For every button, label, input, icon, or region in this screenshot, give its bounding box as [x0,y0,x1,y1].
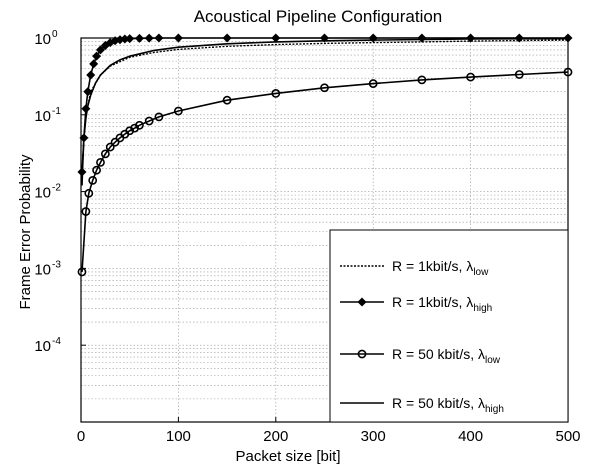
data-point [84,188,94,198]
y-tick-label: 10 [34,185,51,202]
data-point [105,142,115,152]
y-axis-label: Frame Error Probability [17,154,34,310]
y-tick-exponent: 0 [52,29,58,40]
data-point [368,79,378,88]
data-point [144,116,154,126]
y-tick-exponent: -4 [52,336,61,347]
series-layer [77,33,573,277]
data-point [154,112,164,122]
data-point [89,59,99,69]
data-point [96,157,105,167]
x-tick-label: 200 [263,428,288,445]
series-line [81,71,569,272]
x-tick-label: 400 [458,428,483,445]
data-point [135,120,144,130]
data-point [222,95,232,105]
data-point [271,88,281,98]
data-point [92,165,101,175]
series-4 [81,37,569,186]
data-point [357,349,367,359]
data-point [83,87,93,97]
legend-label: R = 50 kbit/s, λhigh [392,395,504,415]
legend-box [329,229,569,423]
data-point [81,207,91,216]
legend-entry-2: R = 1kbit/s, λhigh [340,294,492,314]
data-point [320,83,329,93]
y-tick-exponent: -1 [52,106,61,117]
legend-label: R = 50 kbit/s, λlow [392,346,501,366]
legend-entry-1: R = 1kbit/s, λlow [340,258,489,278]
y-tick-exponent: -2 [52,183,61,194]
x-tick-label: 0 [77,428,85,445]
legend-entry-4: R = 50 kbit/s, λhigh [340,395,504,415]
y-tick-label: 10 [34,338,51,355]
chart-title: Acoustical Pipeline Configuration [194,7,443,26]
y-tick-label: 10 [34,108,51,125]
data-point [357,297,367,307]
data-point [88,175,98,185]
y-tick-exponent: -3 [52,259,61,270]
legend: R = 1kbit/s, λlow R = 1kbit/s, λhigh R = 5… [329,229,569,423]
x-tick-label: 300 [361,428,386,445]
legend-label: R = 1kbit/s, λhigh [392,294,492,314]
data-point [110,137,120,147]
x-tick-label: 500 [555,428,580,445]
data-point [100,149,110,159]
series-3 [77,67,573,277]
series-2 [77,33,573,177]
data-point [417,75,427,85]
data-point [95,45,105,55]
y-tick-label: 10 [34,261,51,278]
data-point [173,106,183,116]
data-point [514,70,524,79]
legend-entry-3: R = 50 kbit/s, λlow [340,346,501,366]
y-tick-label: 10 [34,31,51,48]
data-point [86,70,96,80]
data-point [92,51,102,61]
x-tick-label: 100 [166,428,191,445]
series-1 [81,39,569,179]
legend-label: R = 1kbit/s, λlow [392,258,489,278]
x-axis-label: Packet size [bit] [235,448,340,465]
series-line [81,39,569,179]
data-point [125,126,135,136]
series-line [81,37,569,186]
series-line [81,37,568,173]
data-point [466,72,475,82]
